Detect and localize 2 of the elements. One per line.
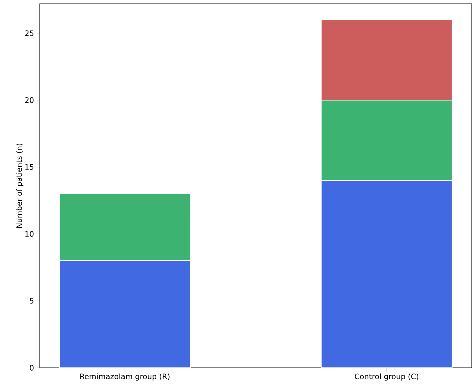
bar — [59, 260, 191, 368]
bar — [321, 180, 453, 368]
